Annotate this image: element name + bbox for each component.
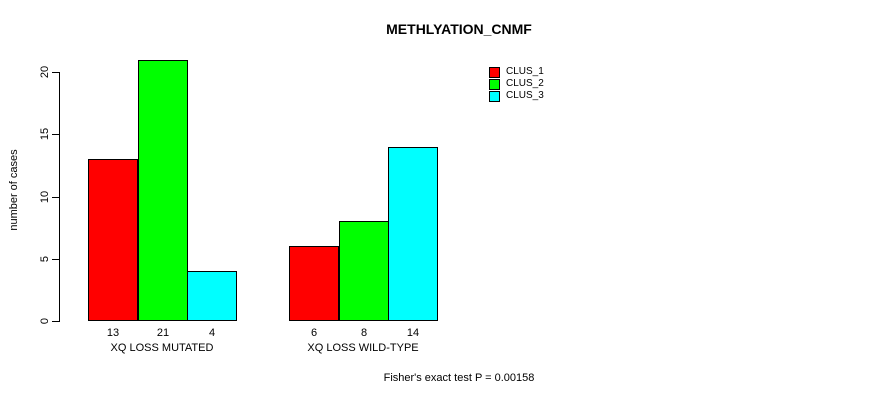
y-axis-tick [52, 321, 59, 322]
bar-clus-3-xq-loss-mutated [187, 271, 237, 321]
bar-value-label: 13 [106, 327, 120, 339]
bar-clus-1-xq-loss-mutated [88, 159, 138, 321]
y-axis-tick-label: 20 [39, 65, 51, 79]
legend-swatch-icon [489, 90, 500, 102]
y-axis-label: number of cases [8, 149, 20, 231]
annotation-fisher-test: Fisher's exact test P = 0.00158 [383, 372, 535, 384]
legend: CLUS_1 CLUS_2 CLUS_3 [489, 66, 544, 102]
bar-clus-2-xq-loss-mutated [138, 60, 188, 321]
legend-label: CLUS_2 [506, 78, 544, 89]
legend-swatch-icon [489, 66, 500, 78]
bar-value-label: 8 [360, 327, 368, 339]
bar-value-label: 6 [310, 327, 318, 339]
y-axis-tick-label: 15 [39, 127, 51, 141]
chart-title: METHLYATION_CNMF [386, 21, 532, 37]
y-axis-tick [52, 72, 59, 73]
bar-clus-1-xq-loss-wild-type [289, 246, 339, 321]
legend-label: CLUS_3 [506, 90, 544, 101]
bar-clus-3-xq-loss-wild-type [388, 147, 438, 321]
y-axis-line [59, 72, 60, 322]
bar-value-label: 4 [208, 327, 216, 339]
legend-row-clus-2: CLUS_2 [489, 78, 544, 90]
y-axis-tick-label: 5 [39, 255, 51, 263]
legend-label: CLUS_1 [506, 66, 544, 77]
category-label-xq-loss-wild-type: XQ LOSS WILD-TYPE [307, 342, 419, 354]
y-axis-tick [52, 197, 59, 198]
y-axis-tick [52, 259, 59, 260]
category-label-xq-loss-mutated: XQ LOSS MUTATED [110, 342, 214, 354]
legend-row-clus-3: CLUS_3 [489, 90, 544, 102]
bar-value-label: 21 [156, 327, 170, 339]
legend-row-clus-1: CLUS_1 [489, 66, 544, 78]
legend-swatch-icon [489, 78, 500, 90]
y-axis-tick-label: 0 [39, 317, 51, 325]
bar-clus-2-xq-loss-wild-type [339, 221, 389, 321]
y-axis-tick [52, 134, 59, 135]
bar-value-label: 14 [406, 327, 420, 339]
y-axis-tick-label: 10 [39, 190, 51, 204]
